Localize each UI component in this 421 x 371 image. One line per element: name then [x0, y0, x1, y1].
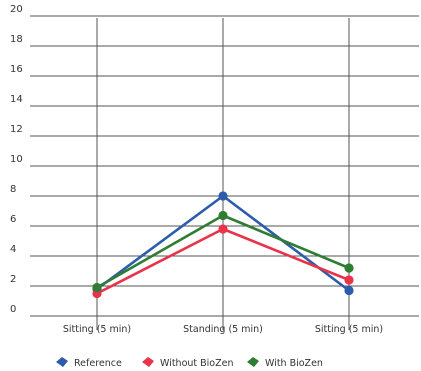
y-tick-label: 12 [10, 124, 23, 135]
legend-marker [56, 357, 68, 367]
y-tick-label: 2 [10, 274, 16, 285]
x-category-label: Sitting (5 min) [63, 324, 131, 335]
legend-label: Without BioZen [160, 358, 234, 369]
y-tick-label: 20 [10, 4, 23, 15]
y-tick-label: 4 [10, 244, 16, 255]
x-category-label: Sitting (5 min) [315, 324, 383, 335]
y-tick-label: 10 [10, 154, 23, 165]
data-point [344, 263, 354, 273]
y-tick-label: 16 [10, 64, 23, 75]
data-point [92, 282, 102, 293]
data-point [218, 224, 228, 234]
y-axis-tick-labels: 0 2 4 6 8 10 12 14 16 18 20 [10, 4, 23, 315]
series-group [92, 191, 354, 299]
x-category-label: Standing (5 min) [183, 324, 263, 335]
y-tick-label: 18 [10, 34, 23, 45]
data-point [344, 285, 354, 296]
y-tick-label: 6 [10, 214, 16, 225]
grid [30, 15, 419, 330]
legend-item: With BioZen [247, 357, 323, 369]
y-tick-label: 0 [10, 304, 16, 315]
data-point [218, 191, 228, 201]
legend: Reference Without BioZen With BioZen [56, 357, 323, 369]
legend-item: Reference [56, 357, 122, 369]
legend-item: Without BioZen [142, 357, 234, 369]
x-axis-category-labels: Sitting (5 min) Standing (5 min) Sitting (… [63, 324, 383, 335]
data-point [218, 210, 228, 221]
legend-marker [247, 357, 259, 367]
y-tick-label: 8 [10, 184, 16, 195]
legend-label: With BioZen [265, 358, 323, 369]
y-tick-label: 14 [10, 94, 23, 105]
data-point [344, 275, 354, 285]
legend-marker [142, 357, 154, 367]
legend-label: Reference [74, 358, 122, 369]
